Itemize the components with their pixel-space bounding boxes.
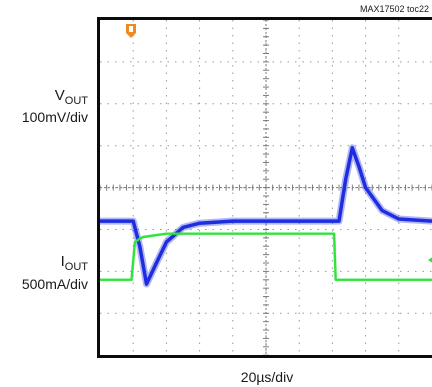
iout-label: IOUT [61,253,89,273]
data-point-iout [139,238,140,239]
data-point-vout [299,221,300,222]
figure-id: MAX17502 toc22 [360,4,429,14]
data-point-iout [334,233,335,234]
data-point-vout [116,221,117,222]
data-point-vout [265,221,266,222]
data-point-vout [146,283,147,284]
data-point-vout [182,227,183,228]
data-point-vout [338,221,339,222]
data-point-vout [232,221,233,222]
data-point-vout [166,242,167,243]
data-point-vout [352,147,353,148]
x-scale-label: 20µs/div [241,369,293,385]
data-point-vout [398,218,399,219]
data-point-vout [133,221,134,222]
data-point-iout [338,279,339,280]
data-point-vout [382,210,383,211]
data-point-vout [365,187,366,188]
data-point-vout [156,262,157,263]
iout-scale: 500mA/div [22,276,88,292]
vout-scale: 100mV/div [22,109,88,125]
data-point-vout [345,179,346,180]
data-point-vout [139,246,140,247]
data-point-iout [335,279,336,280]
data-point-iout [131,279,132,280]
data-point-iout [134,242,135,243]
data-point-vout [358,166,359,167]
vout-label: VOUT [55,87,89,107]
data-point-vout [199,223,200,224]
data-point-iout [143,236,144,237]
data-point-iout [166,233,167,234]
